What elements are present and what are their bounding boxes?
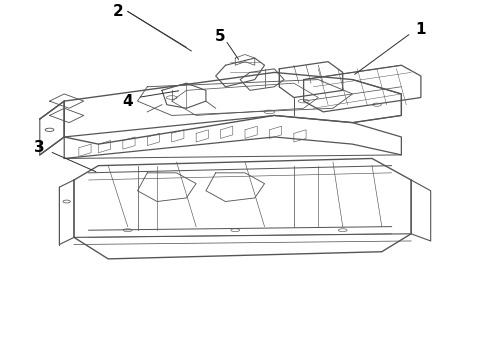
Text: 3: 3 [34, 140, 45, 155]
Text: 1: 1 [416, 22, 426, 37]
Text: 4: 4 [122, 94, 133, 109]
Text: 5: 5 [215, 29, 226, 44]
Text: 2: 2 [113, 4, 123, 19]
